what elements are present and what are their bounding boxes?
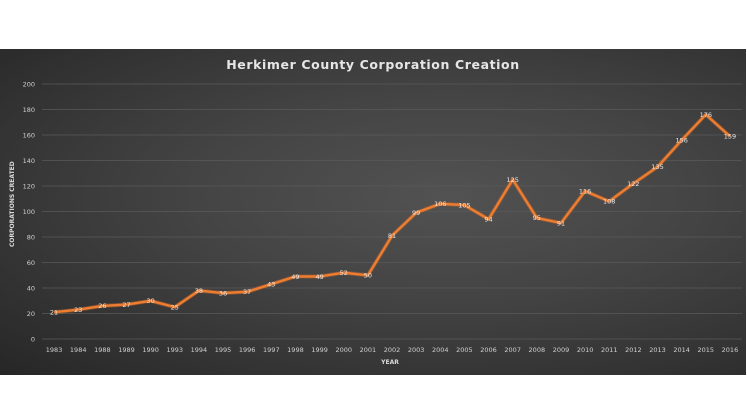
data-label: 36 bbox=[219, 289, 227, 297]
data-label: 21 bbox=[50, 309, 58, 317]
x-tick-label: 2011 bbox=[601, 346, 618, 354]
data-label: 176 bbox=[700, 111, 712, 119]
x-tick-label: 2006 bbox=[480, 346, 497, 354]
y-tick-label: 80 bbox=[27, 233, 35, 241]
x-tick-label: 1993 bbox=[166, 346, 183, 354]
x-tick-label: 1994 bbox=[191, 346, 208, 354]
data-label: 49 bbox=[315, 273, 323, 281]
x-tick-label: 2000 bbox=[335, 346, 352, 354]
x-tick-label: 2007 bbox=[504, 346, 521, 354]
data-label: 122 bbox=[627, 180, 639, 188]
series-line-shadow bbox=[53, 112, 732, 315]
y-tick-label: 60 bbox=[27, 259, 35, 267]
y-tick-label: 0 bbox=[31, 335, 35, 343]
x-tick-label: 2015 bbox=[698, 346, 715, 354]
x-axis-ticks: 1983 1984 1988 1989 1990 1993 1994 1995 1996 1997… bbox=[46, 346, 738, 354]
y-tick-label: 200 bbox=[23, 80, 35, 88]
chart-panel: Herkimer County Corporation Creation COR… bbox=[0, 49, 746, 375]
data-label: 135 bbox=[651, 163, 663, 171]
data-label: 95 bbox=[533, 214, 541, 222]
data-label: 27 bbox=[122, 301, 130, 309]
data-label: 26 bbox=[98, 302, 106, 310]
data-label: 30 bbox=[146, 297, 154, 305]
x-tick-label: 2002 bbox=[384, 346, 401, 354]
data-label: 38 bbox=[195, 287, 203, 295]
chart-title: Herkimer County Corporation Creation bbox=[226, 57, 520, 72]
x-tick-label: 1996 bbox=[239, 346, 256, 354]
x-tick-label: 1990 bbox=[142, 346, 159, 354]
y-tick-label: 40 bbox=[27, 284, 35, 292]
data-label: 125 bbox=[506, 176, 518, 184]
y-tick-label: 160 bbox=[23, 131, 35, 139]
data-labels: 21 23 26 27 30 25 38 36 37 43 49 49 52 50 81 99 106 105 94… bbox=[50, 111, 736, 317]
x-axis-label: YEAR bbox=[381, 359, 399, 366]
data-label: 43 bbox=[267, 280, 275, 288]
x-tick-label: 2005 bbox=[456, 346, 473, 354]
data-label: 106 bbox=[434, 200, 446, 208]
data-label: 105 bbox=[458, 201, 470, 209]
x-tick-label: 2004 bbox=[432, 346, 449, 354]
data-label: 156 bbox=[675, 136, 687, 144]
data-label: 94 bbox=[484, 215, 492, 223]
data-label: 52 bbox=[340, 269, 348, 277]
y-tick-label: 20 bbox=[27, 310, 35, 318]
y-tick-label: 180 bbox=[23, 106, 35, 114]
data-label: 81 bbox=[388, 232, 396, 240]
x-tick-label: 1997 bbox=[263, 346, 280, 354]
x-tick-label: 2008 bbox=[529, 346, 546, 354]
y-tick-label: 140 bbox=[23, 157, 35, 165]
y-tick-label: 100 bbox=[23, 208, 35, 216]
data-label: 37 bbox=[243, 288, 251, 296]
x-tick-label: 1983 bbox=[46, 346, 63, 354]
data-label: 25 bbox=[171, 303, 179, 311]
y-tick-label: 120 bbox=[23, 182, 35, 190]
y-axis-ticks: 0 20 40 60 80 100 120 140 160 180 200 bbox=[23, 80, 35, 343]
x-tick-label: 2016 bbox=[722, 346, 739, 354]
x-tick-label: 2001 bbox=[360, 346, 377, 354]
x-tick-label: 2013 bbox=[649, 346, 666, 354]
line-plot: 0 20 40 60 80 100 120 140 160 180 200 1983 1984 1988… bbox=[23, 80, 742, 354]
data-label: 108 bbox=[603, 198, 615, 206]
gridlines bbox=[42, 83, 742, 340]
data-label: 99 bbox=[412, 209, 420, 217]
x-tick-label: 1995 bbox=[215, 346, 232, 354]
data-label: 116 bbox=[579, 187, 591, 195]
x-tick-label: 2012 bbox=[625, 346, 642, 354]
x-tick-label: 1989 bbox=[118, 346, 135, 354]
data-label: 49 bbox=[291, 273, 299, 281]
x-tick-label: 1998 bbox=[287, 346, 304, 354]
series-line bbox=[53, 113, 731, 314]
data-label: 50 bbox=[364, 272, 372, 280]
data-label: 91 bbox=[557, 219, 565, 227]
x-tick-label: 2009 bbox=[553, 346, 570, 354]
x-tick-label: 1984 bbox=[70, 346, 87, 354]
x-tick-label: 2003 bbox=[408, 346, 425, 354]
x-tick-label: 1999 bbox=[311, 346, 328, 354]
data-label: 159 bbox=[724, 133, 736, 141]
x-tick-label: 2014 bbox=[673, 346, 690, 354]
x-tick-label: 2010 bbox=[577, 346, 594, 354]
data-series bbox=[53, 112, 732, 315]
data-label: 23 bbox=[74, 306, 82, 314]
x-tick-label: 1988 bbox=[94, 346, 111, 354]
